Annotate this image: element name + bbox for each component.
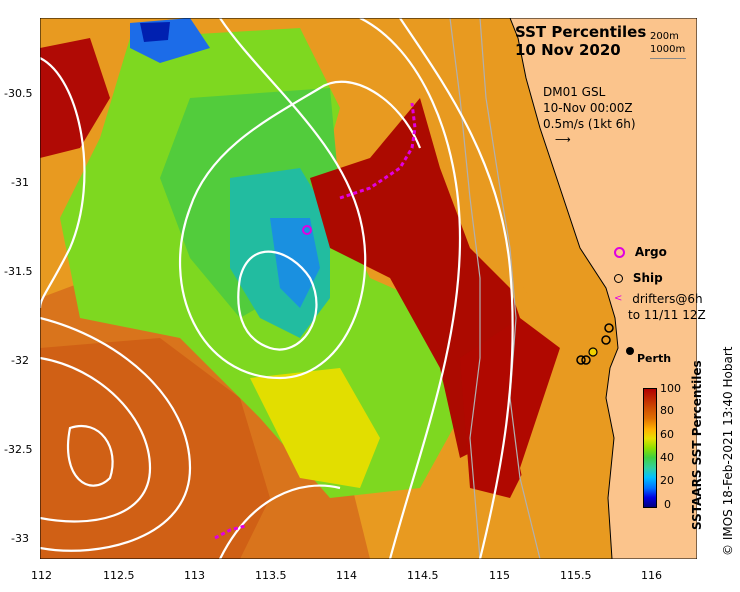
x-tick-label: 114: [336, 569, 357, 582]
legend-drifters-label-1: drifters@6h: [632, 292, 703, 306]
sst-patch-red-south: [460, 318, 560, 498]
current-model: DM01 GSL: [543, 85, 606, 99]
contour-south-arc: [219, 484, 341, 559]
isobath-1000m: [449, 18, 481, 559]
contour-sw-outer: [40, 316, 192, 552]
map-title: SST Percentiles 10 Nov 2020: [515, 23, 646, 59]
ship-marker: [576, 355, 586, 365]
isobath-legend: 200m 1000m: [650, 30, 686, 59]
legend-ship-row: Ship: [614, 271, 663, 285]
x-tick-label: 113.5: [255, 569, 287, 582]
legend-drifters-label-2: to 11/11 12Z: [628, 308, 706, 322]
x-tick-label: 116: [641, 569, 662, 582]
y-tick-label: -31.5: [4, 265, 33, 278]
colorbar-tick-label: 0: [664, 498, 671, 511]
ship-marker: [581, 355, 591, 365]
ship-markers: [576, 323, 614, 365]
perth-label: Perth: [637, 352, 672, 365]
isobath-legend-200m: 200m: [650, 31, 679, 42]
isobath-legend-line: [650, 58, 686, 59]
y-tick-label: -32.5: [4, 443, 33, 456]
title-line-1: SST Percentiles: [515, 23, 647, 41]
argo-float-marker: [302, 225, 312, 235]
contour-center-inner: [237, 250, 318, 351]
sst-patches: [40, 18, 620, 559]
ship-marker: [604, 323, 614, 333]
colorbar-tick-label: 40: [660, 451, 674, 464]
drifter-track-2: [214, 524, 246, 540]
legend-ship-label: Ship: [632, 271, 663, 285]
y-tick-label: -30.5: [4, 87, 33, 100]
colorbar-tick-label: 60: [660, 428, 674, 441]
contour-west-loop: [40, 57, 86, 309]
x-tick-label: 112: [31, 569, 52, 582]
map-frame: [40, 18, 697, 559]
sst-patch-red-nw: [40, 38, 110, 158]
ship-marker-yellow: [588, 347, 598, 357]
ship-marker: [601, 335, 611, 345]
current-info: DM01 GSL 10-Nov 00:00Z 0.5m/s (1kt 6h) ⟶: [543, 84, 636, 148]
colorbar-tick-label: 80: [660, 404, 674, 417]
ship-legend-icon: [614, 274, 623, 283]
drifter-tracks: [214, 102, 417, 540]
contour-sw-inner: [67, 425, 114, 487]
sea-level-contours: [40, 18, 514, 559]
sst-patch-yellow: [250, 368, 380, 488]
contour-sw-mid: [40, 356, 152, 523]
y-tick-label: -31: [11, 176, 29, 189]
y-tick-label: -32: [11, 354, 29, 367]
contour-east-2: [399, 18, 514, 559]
isobaths: [449, 18, 541, 559]
colorbar-tick-label: 100: [660, 382, 681, 395]
colorbar-tick-label: 20: [660, 474, 674, 487]
contour-center-outer: [178, 18, 422, 380]
legend-drifters-row: < drifters@6h to 11/11 12Z: [614, 291, 706, 323]
sst-patch-dark-orange-south: [40, 338, 270, 559]
isobath-200m: [479, 18, 541, 559]
x-tick-label: 115: [489, 569, 510, 582]
isobath-legend-1000m: 1000m: [650, 44, 686, 55]
current-time: 10-Nov 00:00Z: [543, 101, 633, 115]
title-line-2: 10 Nov 2020: [515, 41, 621, 59]
drifter-track-1: [339, 102, 417, 200]
colorbar-ramp: [643, 388, 657, 508]
x-tick-label: 112.5: [103, 569, 135, 582]
colorbar-title: SSTAARS SST Percentiles: [690, 360, 704, 530]
y-tick-label: -33: [11, 532, 29, 545]
sst-patch-navy-top: [140, 22, 170, 42]
drifter-legend-icon: <: [614, 293, 623, 304]
perth-marker: [626, 347, 634, 355]
current-scale-arrow: ⟶: [555, 133, 571, 146]
current-scale: 0.5m/s (1kt 6h): [543, 117, 636, 131]
legend-argo-row: Argo: [614, 245, 667, 259]
x-tick-label: 114.5: [407, 569, 439, 582]
credit-text: © IMOS 18-Feb-2021 13:40 Hobart: [721, 346, 735, 556]
contour-east: [359, 18, 462, 559]
x-tick-label: 113: [184, 569, 205, 582]
x-tick-label: 115.5: [560, 569, 592, 582]
sst-patch-orange-coast: [460, 18, 620, 559]
legend-argo-label: Argo: [634, 245, 667, 259]
argo-legend-icon: [614, 247, 625, 258]
